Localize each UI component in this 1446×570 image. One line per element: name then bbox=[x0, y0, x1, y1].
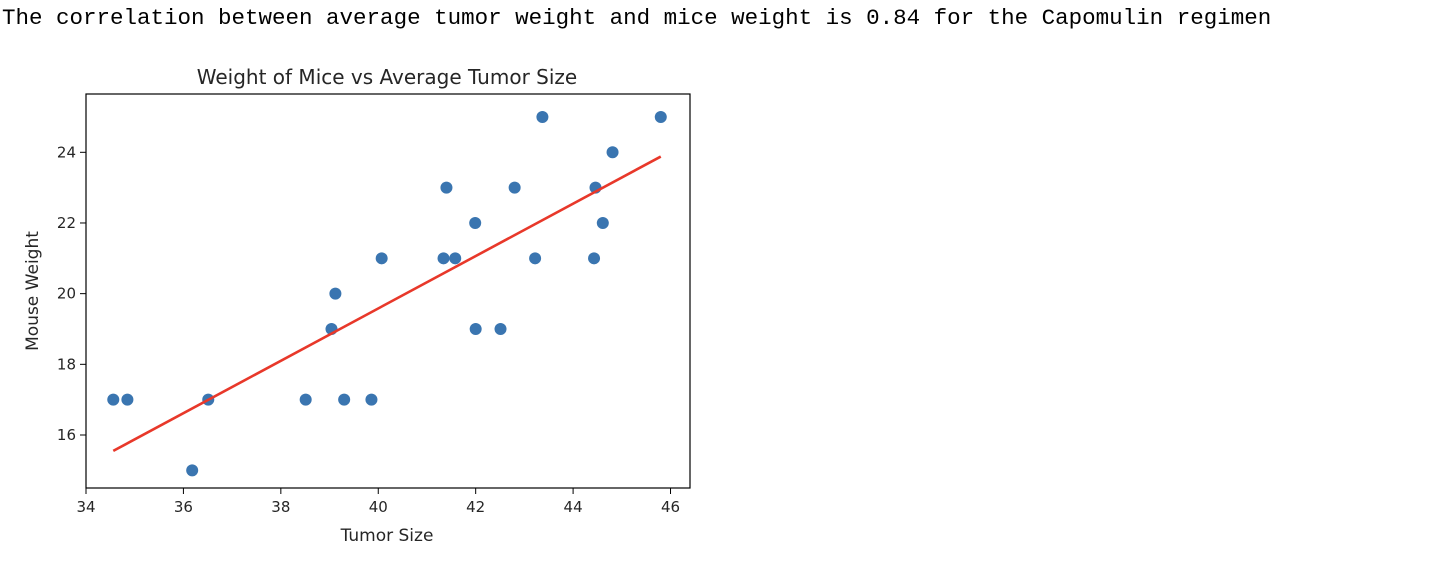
data-point bbox=[299, 393, 312, 406]
data-point bbox=[437, 252, 450, 265]
x-axis-label: Tumor Size bbox=[340, 526, 434, 546]
data-point bbox=[375, 252, 388, 265]
x-tick-label: 40 bbox=[369, 498, 388, 516]
data-point bbox=[494, 322, 507, 335]
chart-title: Weight of Mice vs Average Tumor Size bbox=[197, 65, 577, 89]
x-tick-label: 36 bbox=[174, 498, 193, 516]
plot-area: 34 36 38 40 42 44 46 16 18 20 22 24 bbox=[57, 93, 691, 516]
data-point bbox=[449, 252, 462, 265]
data-point bbox=[469, 322, 482, 335]
x-tick-label: 38 bbox=[271, 498, 290, 516]
data-point bbox=[508, 181, 521, 194]
x-tick-label: 44 bbox=[564, 498, 583, 516]
data-point bbox=[654, 110, 667, 123]
x-tick-label: 34 bbox=[76, 498, 95, 516]
data-point bbox=[606, 146, 619, 159]
data-point bbox=[596, 216, 609, 229]
data-point bbox=[186, 464, 199, 477]
data-point bbox=[440, 181, 453, 194]
y-tick-label: 24 bbox=[57, 143, 76, 161]
data-point bbox=[329, 287, 342, 300]
y-axis-label: Mouse Weight bbox=[23, 231, 43, 351]
y-tick-label: 16 bbox=[57, 426, 76, 444]
y-tick-label: 22 bbox=[57, 214, 76, 232]
y-tick-label: 20 bbox=[57, 285, 76, 303]
data-point bbox=[365, 393, 378, 406]
axes-frame bbox=[85, 93, 691, 489]
data-point bbox=[338, 393, 351, 406]
x-tick-label: 46 bbox=[661, 498, 680, 516]
data-point bbox=[469, 216, 482, 229]
data-point bbox=[121, 393, 134, 406]
data-point bbox=[529, 252, 542, 265]
regression-line bbox=[112, 155, 662, 453]
data-point bbox=[588, 252, 601, 265]
y-tick-label: 18 bbox=[57, 355, 76, 373]
data-point bbox=[107, 393, 120, 406]
x-tick-label: 42 bbox=[466, 498, 485, 516]
data-point bbox=[536, 110, 549, 123]
correlation-output-text: The correlation between average tumor we… bbox=[2, 5, 1272, 31]
